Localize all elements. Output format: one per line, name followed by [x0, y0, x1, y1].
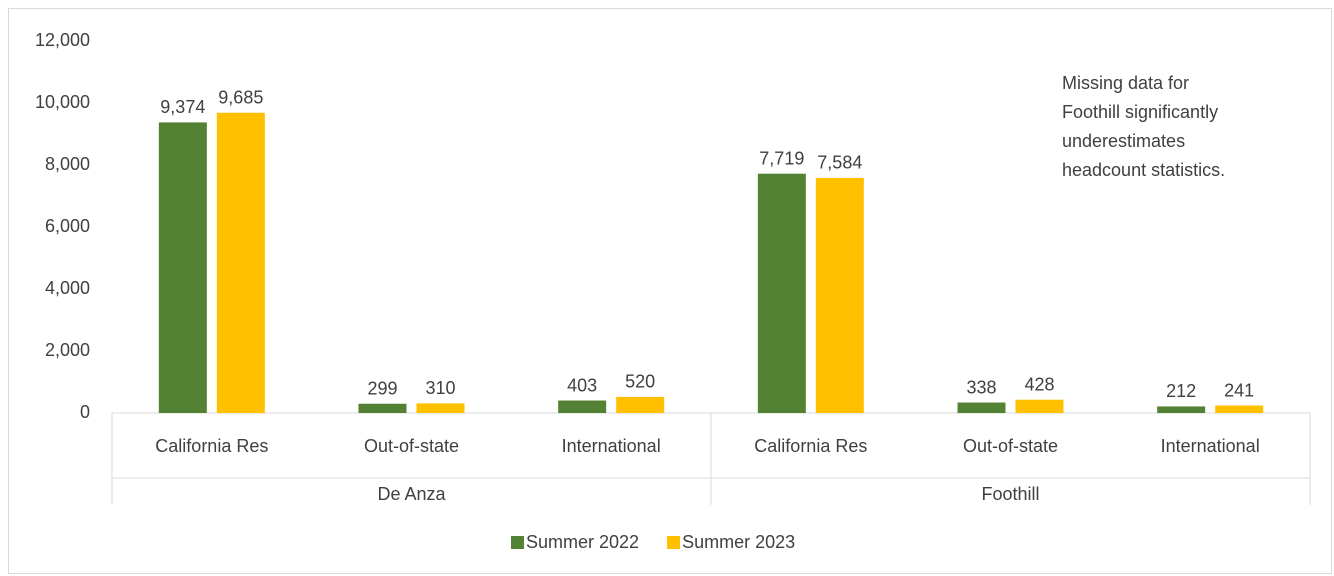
data-label: 310 [425, 378, 455, 398]
group-label: De Anza [377, 484, 446, 504]
data-label: 428 [1024, 374, 1054, 394]
data-label: 9,685 [218, 88, 263, 108]
x-tick-label: California Res [155, 436, 268, 456]
group-label: Foothill [981, 484, 1039, 504]
y-tick-label: 10,000 [35, 92, 90, 112]
bar [1215, 405, 1264, 413]
x-tick-label: International [562, 436, 661, 456]
bar [757, 173, 806, 413]
legend-swatch [667, 536, 681, 549]
bar [1015, 399, 1064, 413]
annotation: Missing data for [1062, 73, 1189, 93]
data-label: 299 [367, 378, 397, 398]
data-label: 7,719 [759, 148, 804, 168]
x-tick-label: International [1161, 436, 1260, 456]
bar [815, 177, 864, 413]
y-tick-label: 8,000 [45, 154, 90, 174]
data-label: 212 [1166, 381, 1196, 401]
bar [957, 402, 1006, 413]
y-tick-label: 2,000 [45, 340, 90, 360]
data-label: 9,374 [160, 97, 205, 117]
data-label: 520 [625, 372, 655, 392]
bar [558, 400, 607, 413]
y-tick-label: 6,000 [45, 216, 90, 236]
bar [1157, 406, 1206, 413]
bar [216, 112, 265, 413]
x-tick-label: Out-of-state [364, 436, 459, 456]
data-label: 403 [567, 375, 597, 395]
data-label: 7,584 [817, 153, 862, 173]
x-tick-label: California Res [754, 436, 867, 456]
annotation: Foothill significantly [1062, 102, 1218, 122]
y-tick-label: 0 [80, 402, 90, 422]
annotation: underestimates [1062, 131, 1185, 151]
x-tick-label: Out-of-state [963, 436, 1058, 456]
chart-border [8, 8, 1332, 574]
annotation: headcount statistics. [1062, 160, 1225, 180]
bar [416, 403, 465, 413]
bar [158, 122, 207, 413]
legend-swatch [511, 536, 524, 549]
y-tick-label: 4,000 [45, 278, 90, 298]
bar [616, 396, 665, 413]
legend-label: Summer 2023 [682, 532, 795, 552]
y-tick-label: 12,000 [35, 30, 90, 50]
bar [358, 403, 407, 413]
data-label: 241 [1224, 380, 1254, 400]
data-label: 338 [966, 377, 996, 397]
legend-label: Summer 2022 [526, 532, 639, 552]
